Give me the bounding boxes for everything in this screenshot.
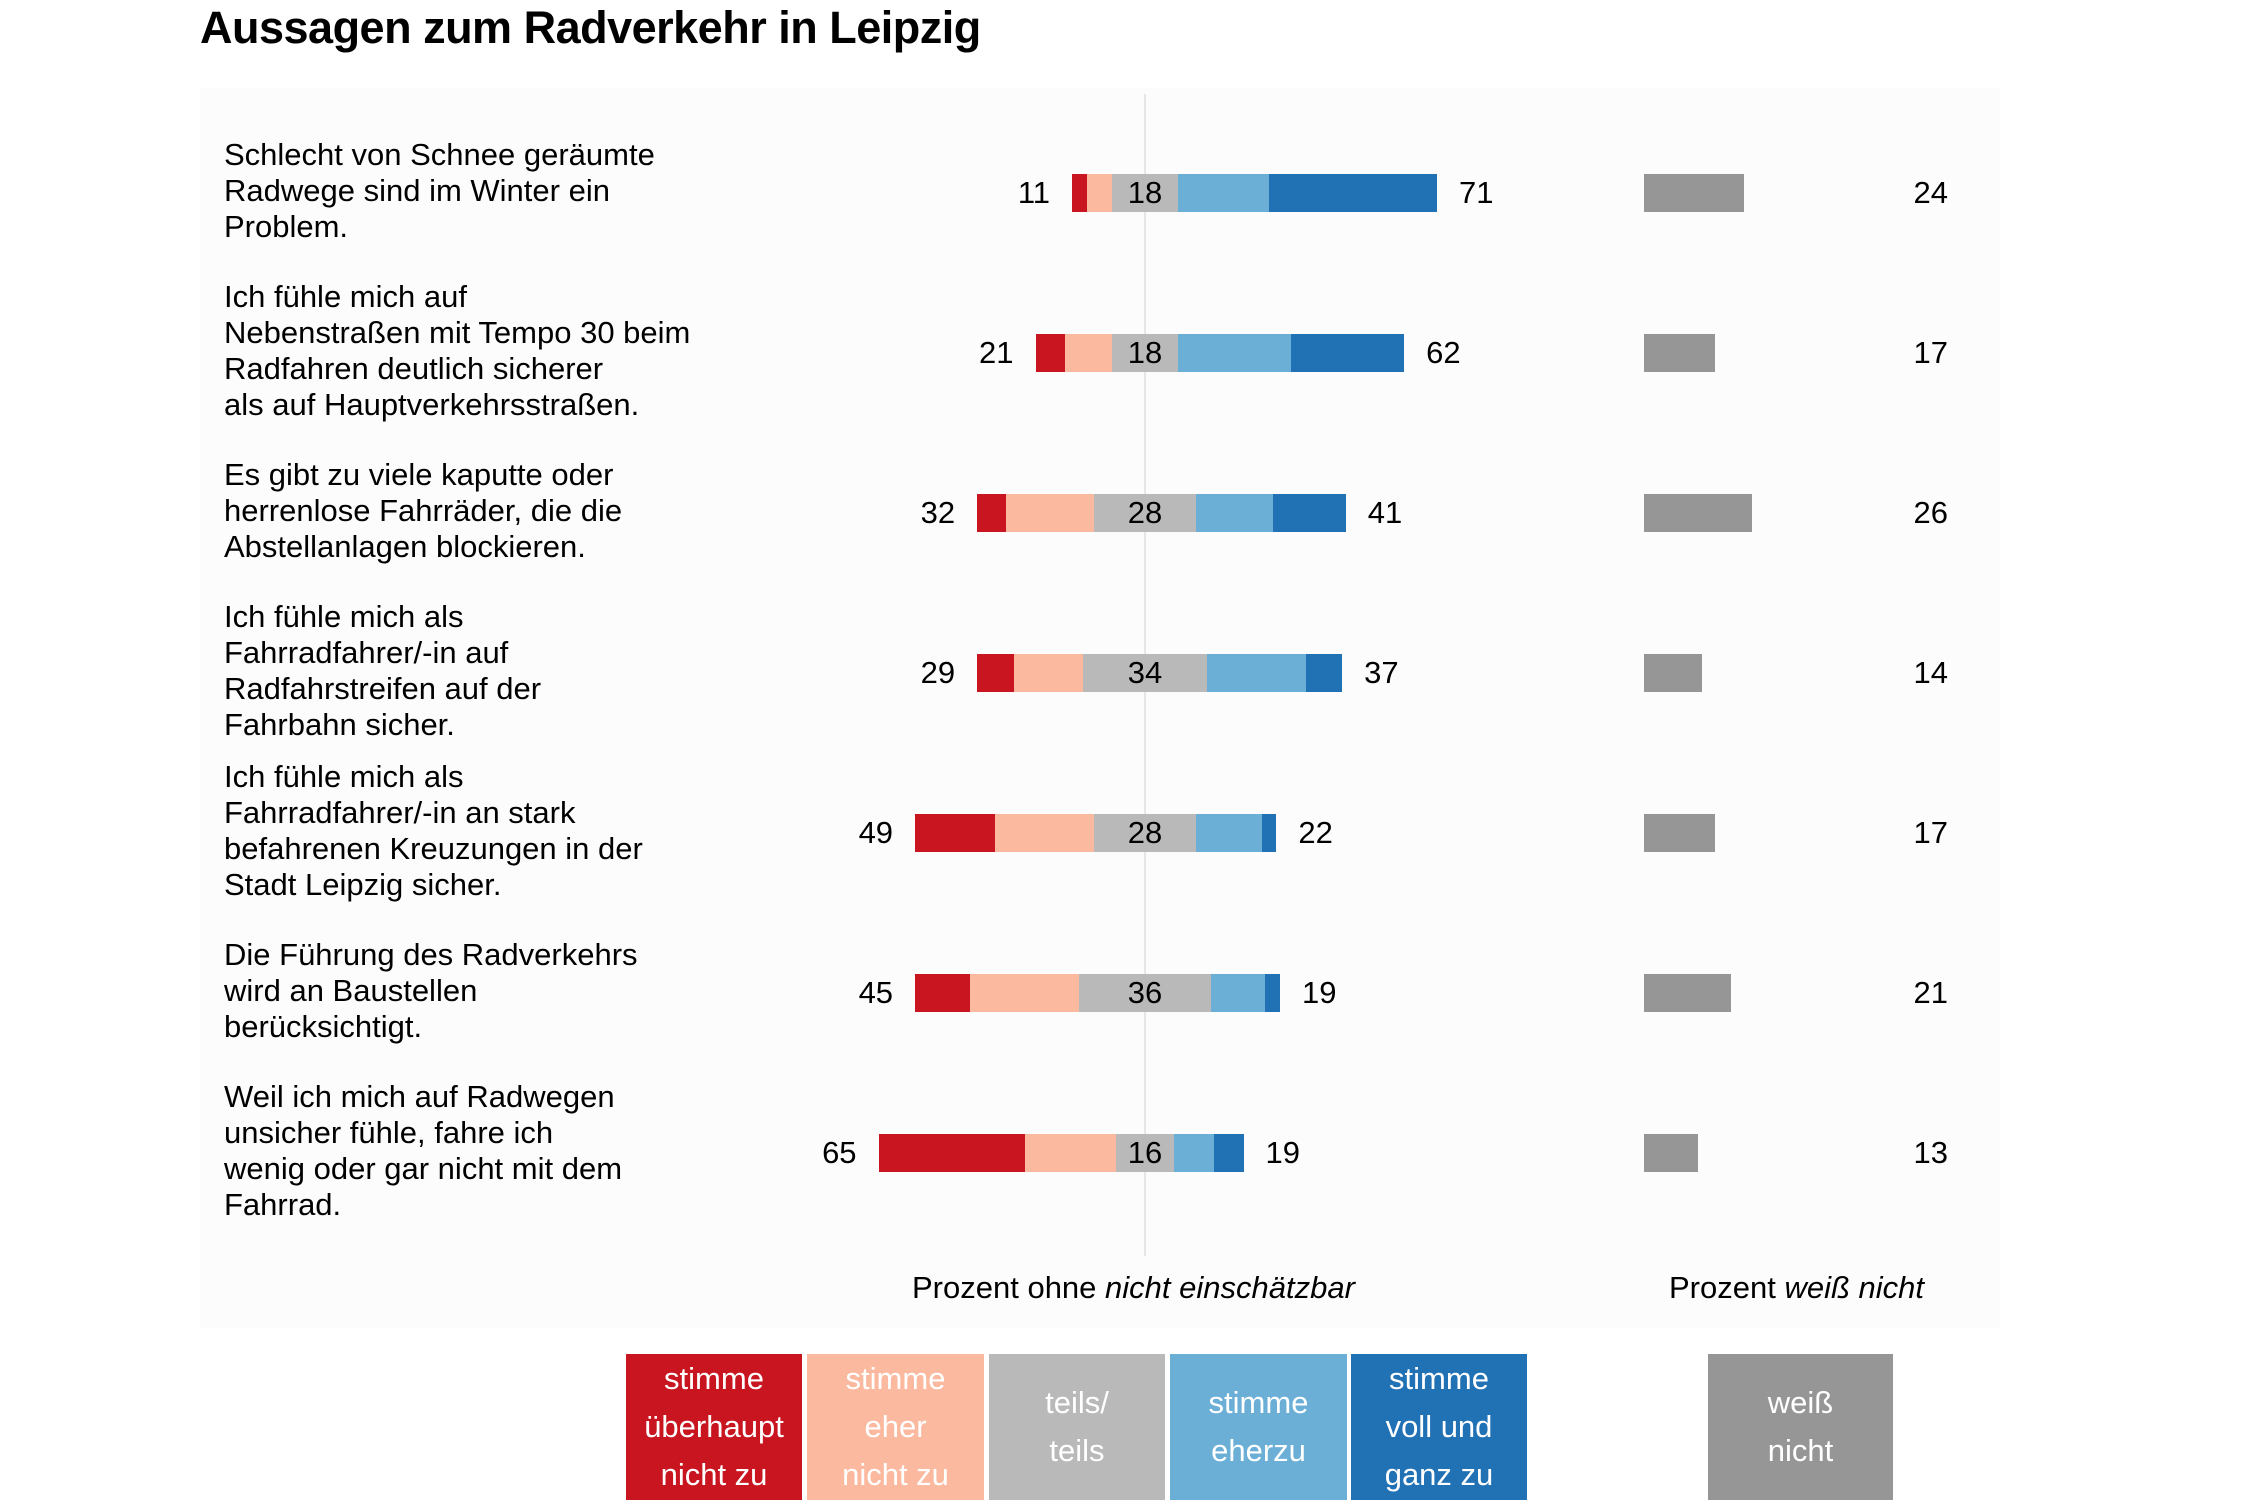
- caption-side-prefix: Prozent: [1669, 1270, 1785, 1305]
- seg-neutral: [1079, 974, 1211, 1012]
- legend-disagree: stimme eher nicht zu: [807, 1354, 984, 1500]
- seg-agree: [1174, 1134, 1215, 1172]
- value-disagree-total: 49: [858, 815, 894, 850]
- seg-strongly-agree: [1261, 814, 1277, 852]
- weiss-nicht-value: 21: [1913, 975, 1948, 1010]
- seg-strongly-agree: [1265, 974, 1281, 1012]
- statement-label: Weil ich mich auf Radwegen unsicher fühl…: [224, 1079, 623, 1222]
- weiss-nicht-value: 13: [1913, 1135, 1948, 1170]
- value-agree-total: 41: [1367, 495, 1403, 530]
- value-disagree-total: 45: [858, 975, 894, 1010]
- weiss-nicht-bar: [1644, 814, 1715, 852]
- value-disagree-total: 65: [822, 1135, 857, 1170]
- value-neutral: 36: [1127, 975, 1163, 1010]
- value-disagree-total: 21: [979, 335, 1014, 370]
- seg-disagree: [1086, 174, 1113, 212]
- x-axis-caption-main: Prozent ohne nicht einschätzbar: [912, 1270, 1355, 1306]
- seg-neutral: [1082, 654, 1208, 692]
- weiss-nicht-value: 14: [1913, 655, 1948, 690]
- seg-agree: [1177, 334, 1291, 372]
- seg-neutral: [1093, 494, 1197, 532]
- seg-strongly-agree: [1214, 1134, 1244, 1172]
- weiss-nicht-value: 24: [1913, 175, 1948, 210]
- legend-neutral: teils/ teils: [989, 1354, 1165, 1500]
- seg-disagree: [1024, 1134, 1116, 1172]
- statement-label: Es gibt zu viele kaputte oder herrenlose…: [224, 457, 623, 564]
- weiss-nicht-value: 17: [1913, 335, 1948, 370]
- seg-disagree: [1006, 494, 1094, 532]
- seg-strongly-agree: [1272, 494, 1346, 532]
- value-neutral: 16: [1127, 1135, 1163, 1170]
- seg-neutral: [1112, 334, 1178, 372]
- seg-disagree: [969, 974, 1080, 1012]
- statement-label: Ich fühle mich als Fahrradfahrer/-in an …: [224, 759, 643, 902]
- weiss-nicht-bar: [1644, 334, 1715, 372]
- value-agree-total: 22: [1298, 815, 1333, 850]
- weiss-nicht-bar: [1644, 174, 1744, 212]
- statement-label: Schlecht von Schnee geräumte Radwege sin…: [224, 137, 655, 244]
- seg-agree: [1196, 814, 1262, 852]
- value-agree-total: 37: [1364, 655, 1399, 690]
- seg-strongly-disagree: [1072, 174, 1087, 212]
- seg-strongly-disagree: [1035, 334, 1065, 372]
- weiss-nicht-bar: [1644, 654, 1703, 692]
- value-disagree-total: 32: [920, 495, 956, 530]
- seg-strongly-agree: [1269, 174, 1437, 212]
- seg-neutral: [1115, 1134, 1175, 1172]
- value-neutral: 34: [1127, 655, 1163, 690]
- caption-main-italic: nicht einschätzbar: [1105, 1270, 1355, 1305]
- seg-strongly-agree: [1305, 654, 1343, 692]
- seg-disagree: [1064, 334, 1113, 372]
- chart-panel: [200, 88, 2000, 1328]
- seg-agree: [1196, 494, 1273, 532]
- seg-agree: [1210, 974, 1266, 1012]
- seg-neutral: [1112, 174, 1178, 212]
- seg-disagree: [1013, 654, 1083, 692]
- seg-strongly-disagree: [977, 654, 1014, 692]
- statement-label: Die Führung des Radverkehrs wird an Baus…: [224, 937, 638, 1044]
- value-agree-total: 62: [1426, 335, 1461, 370]
- weiss-nicht-bar: [1644, 494, 1752, 532]
- caption-main-prefix: Prozent ohne: [912, 1270, 1106, 1305]
- weiss-nicht-value: 17: [1913, 815, 1948, 850]
- value-agree-total: 71: [1459, 175, 1494, 210]
- weiss-nicht-bar: [1644, 1134, 1698, 1172]
- seg-agree: [1207, 654, 1306, 692]
- seg-disagree: [995, 814, 1094, 852]
- seg-strongly-disagree: [977, 494, 1007, 532]
- statement-label: Ich fühle mich als Fahrradfahrer/-in auf…: [224, 599, 542, 742]
- chart-title: Aussagen zum Radverkehr in Leipzig: [200, 2, 981, 53]
- legend-agree: stimme eherzu: [1170, 1354, 1347, 1500]
- value-disagree-total: 29: [920, 655, 956, 690]
- legend-weiss-nicht: weiß nicht: [1708, 1354, 1893, 1500]
- value-neutral: 18: [1127, 175, 1163, 210]
- seg-strongly-disagree: [915, 814, 996, 852]
- value-neutral: 28: [1127, 495, 1163, 530]
- value-agree-total: 19: [1302, 975, 1337, 1010]
- seg-strongly-disagree: [915, 974, 970, 1012]
- caption-side-italic: weiß nicht: [1784, 1270, 1924, 1305]
- weiss-nicht-bar: [1644, 974, 1732, 1012]
- value-neutral: 28: [1127, 815, 1163, 850]
- value-neutral: 18: [1127, 335, 1163, 370]
- x-axis-caption-side: Prozent weiß nicht: [1669, 1270, 1924, 1306]
- weiss-nicht-value: 26: [1913, 495, 1948, 530]
- value-agree-total: 19: [1265, 1135, 1301, 1170]
- seg-neutral: [1093, 814, 1197, 852]
- value-disagree-total: 11: [1017, 175, 1050, 210]
- seg-strongly-agree: [1291, 334, 1405, 372]
- seg-agree: [1177, 174, 1270, 212]
- statement-label: Ich fühle mich auf Nebenstraßen mit Temp…: [224, 279, 691, 422]
- seg-strongly-disagree: [878, 1134, 1025, 1172]
- legend-strongly-disagree: stimme überhaupt nicht zu: [626, 1354, 802, 1500]
- legend-strongly-agree: stimme voll und ganz zu: [1351, 1354, 1527, 1500]
